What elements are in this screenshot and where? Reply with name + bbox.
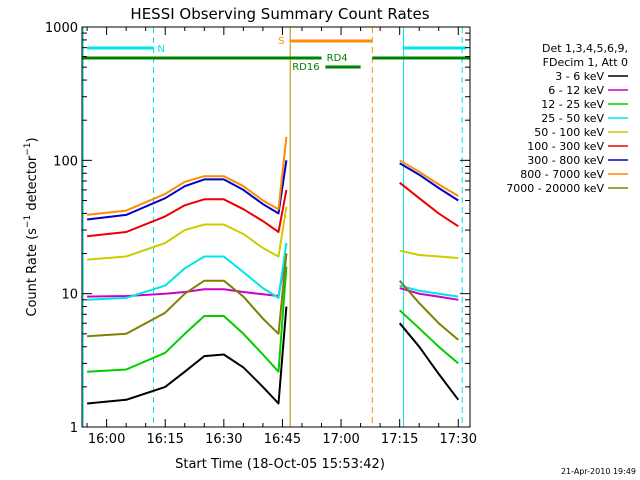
chart-title: HESSI Observing Summary Count Rates xyxy=(130,5,429,23)
series-line xyxy=(87,266,288,373)
series-line xyxy=(87,306,288,405)
series-line xyxy=(87,242,288,301)
legend: Det 1,3,4,5,6,9,FDecim 1, Att 03 - 6 keV… xyxy=(506,42,628,195)
legend-header: Det 1,3,4,5,6,9, xyxy=(542,42,628,55)
annotation-layer: N S RD4 RD16 xyxy=(82,36,470,73)
series-line xyxy=(399,181,459,228)
series-line xyxy=(399,159,459,197)
y-tick-label: 1000 xyxy=(45,21,78,36)
series-line xyxy=(87,253,288,338)
x-tick-label: 17:30 xyxy=(440,432,477,447)
series-line xyxy=(398,280,459,341)
x-tick-label: 16:45 xyxy=(264,432,301,447)
y-axis-label: Count Rate (s−1 detector−1) xyxy=(23,137,40,316)
legend-header: FDecim 1, Att 0 xyxy=(543,56,628,69)
x-tick-label: 17:15 xyxy=(381,432,418,447)
rd16-label: RD16 xyxy=(292,62,319,73)
n-label: N xyxy=(158,44,165,55)
legend-label: 800 - 7000 keV xyxy=(520,168,604,181)
legend-label: 6 - 12 keV xyxy=(548,84,604,97)
series-line xyxy=(399,309,459,365)
legend-label: 12 - 25 keV xyxy=(541,98,604,111)
legend-label: 50 - 100 keV xyxy=(534,126,604,139)
series-line xyxy=(86,136,288,216)
series-line xyxy=(86,160,288,221)
axis-ticks: 16:00 16:15 16:30 16:45 17:00 17:15 17:30 1 10 10… xyxy=(45,21,477,447)
timestamp: 21-Apr-2010 19:49 xyxy=(561,467,636,476)
legend-label: 300 - 800 keV xyxy=(527,154,604,167)
x-tick-label: 17:00 xyxy=(322,432,359,447)
s-label: S xyxy=(278,36,284,47)
series-line xyxy=(87,253,288,298)
rd4-label: RD4 xyxy=(327,53,348,64)
x-tick-label: 16:30 xyxy=(205,432,242,447)
plot-frame xyxy=(81,26,471,428)
x-tick-label: 16:00 xyxy=(88,432,125,447)
y-tick-label: 100 xyxy=(53,154,78,169)
legend-label: 100 - 300 keV xyxy=(527,140,604,153)
series-layer xyxy=(86,136,460,405)
legend-label: 3 - 6 keV xyxy=(555,70,604,83)
series-line xyxy=(87,206,288,261)
legend-label: 25 - 50 keV xyxy=(541,112,604,125)
series-line xyxy=(398,322,460,401)
vertical-markers xyxy=(82,27,463,427)
x-axis-label: Start Time (18-Oct-05 15:53:42) xyxy=(175,457,385,472)
series-line xyxy=(399,249,459,259)
y-tick-label: 10 xyxy=(61,288,78,303)
series-line xyxy=(399,284,459,298)
series-line xyxy=(399,162,459,202)
x-tick-label: 16:15 xyxy=(146,432,183,447)
legend-label: 7000 - 20000 keV xyxy=(506,182,604,195)
y-tick-label: 1 xyxy=(70,421,78,436)
series-line xyxy=(86,189,288,238)
